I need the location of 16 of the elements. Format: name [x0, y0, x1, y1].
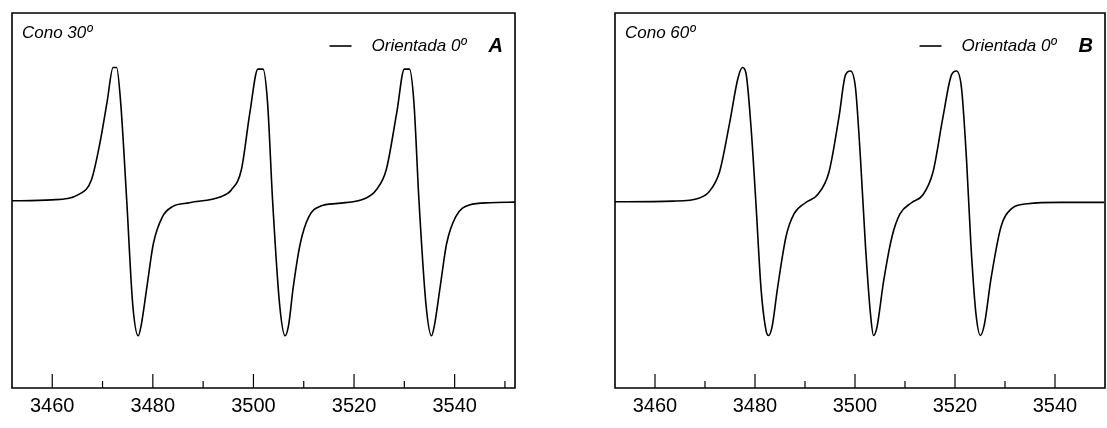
x-tick-label: 3540 — [1032, 393, 1078, 416]
x-tick-label: 3540 — [432, 393, 477, 416]
x-tick-label: 3480 — [130, 393, 176, 416]
chart-title: Cono 60º — [625, 22, 697, 42]
legend-label: Orientada 0º — [371, 35, 468, 55]
x-tick-label: 3480 — [732, 393, 778, 416]
chart-title: Cono 30º — [22, 22, 94, 42]
x-tick-label: 3500 — [231, 393, 276, 416]
text: B — [1078, 33, 1093, 56]
x-tick-label: 3500 — [832, 393, 878, 416]
legend-label: Orientada 0º — [961, 35, 1058, 55]
x-tick-label: 3520 — [331, 393, 377, 416]
x-tick-label: 3460 — [29, 393, 75, 416]
x-tick-label: 3460 — [632, 393, 678, 416]
x-tick-label: 3520 — [932, 393, 978, 416]
text: A — [487, 33, 503, 56]
